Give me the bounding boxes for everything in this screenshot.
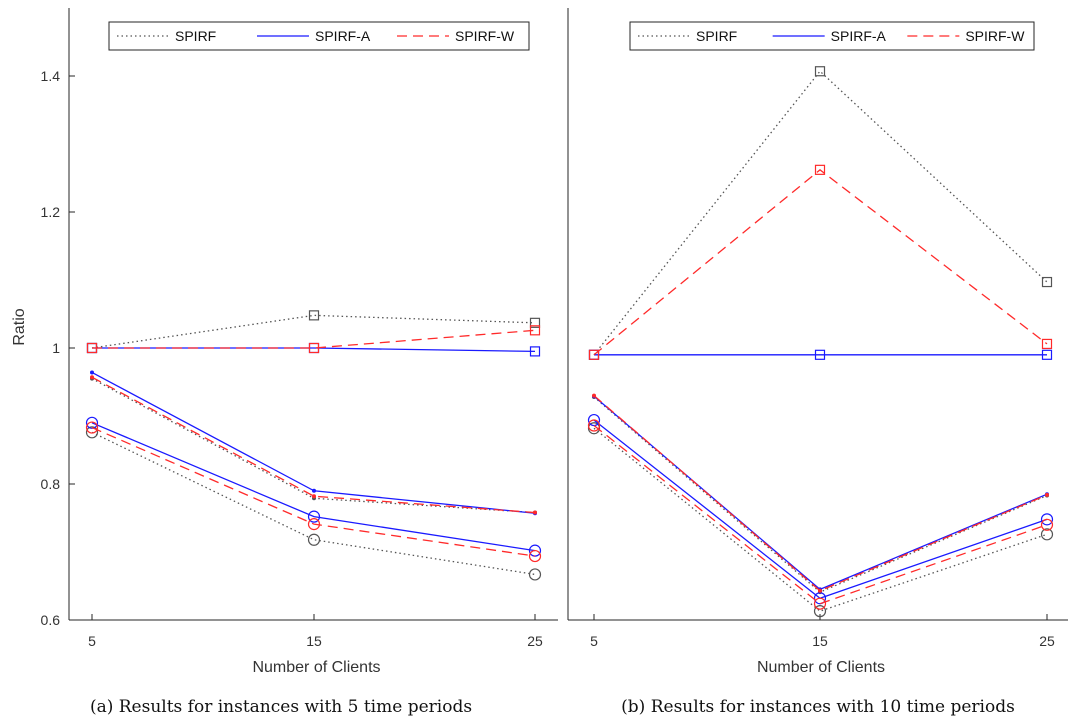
- x-tick-label: 25: [1039, 633, 1055, 649]
- data-point: [592, 393, 596, 398]
- data-point: [307, 518, 321, 531]
- data-point: [85, 421, 99, 434]
- y-tick-label: 1.2: [41, 204, 61, 220]
- x-axis-label: Number of Clients: [252, 659, 380, 676]
- data-point: [1040, 518, 1054, 531]
- legend-box: [629, 21, 1035, 51]
- x-axis-label: Number of Clients: [757, 659, 885, 676]
- data-point: [814, 349, 826, 360]
- data-point: [86, 342, 98, 354]
- data-point: [308, 342, 320, 354]
- legend-label: SPIRF: [696, 28, 737, 44]
- y-axis-label: Ratio: [11, 308, 28, 345]
- data-point: [1040, 528, 1054, 541]
- series-line: [92, 329, 536, 349]
- data-point: [588, 349, 600, 360]
- panel-b: 5 15 25 Number of Clients SPIRF SPIRF-A SPIRF-…: [567, 8, 1068, 717]
- y-tick-label: 1: [52, 340, 60, 356]
- data-point: [312, 488, 316, 493]
- data-point: [813, 597, 827, 610]
- y-tick-label: 0.6: [41, 612, 61, 628]
- data-point: [90, 375, 94, 380]
- legend-label: SPIRF-W: [455, 28, 515, 44]
- data-point: [529, 346, 541, 357]
- data-point: [1041, 349, 1053, 360]
- series-line: [91, 422, 536, 552]
- series-line: [91, 376, 536, 514]
- data-point: [814, 66, 826, 77]
- data-point: [533, 510, 537, 515]
- x-tick-label: 25: [527, 633, 543, 649]
- series-line: [91, 426, 536, 557]
- data-point: [529, 317, 541, 328]
- x-tick-label: 5: [88, 633, 96, 649]
- series-line: [593, 169, 1048, 356]
- data-point: [307, 510, 321, 523]
- series-line: [593, 427, 1048, 612]
- series-line: [91, 431, 536, 576]
- data-point: [587, 422, 601, 435]
- legend-label: SPIRF-A: [315, 28, 371, 44]
- y-tick-label: 1.4: [41, 68, 61, 84]
- data-point: [308, 310, 320, 321]
- x-tick-label: 15: [812, 633, 828, 649]
- data-point: [528, 544, 542, 557]
- data-point: [85, 426, 99, 439]
- data-point: [587, 419, 601, 432]
- data-point: [529, 325, 541, 336]
- series-line: [593, 395, 1048, 592]
- data-point: [813, 605, 827, 618]
- data-point: [312, 494, 316, 499]
- legend-box: [108, 21, 530, 51]
- panel-caption: (a) Results for instances with 5 time pe…: [90, 697, 472, 717]
- data-point: [528, 568, 542, 581]
- x-tick-label: 15: [306, 633, 322, 649]
- series-line: [593, 425, 1048, 605]
- x-tick-label: 5: [590, 633, 598, 649]
- series-line: [593, 70, 1048, 356]
- series-line: [593, 396, 1048, 593]
- y-tick-label: 0.8: [41, 476, 61, 492]
- legend-label: SPIRF-A: [831, 28, 887, 44]
- series-line: [593, 419, 1048, 599]
- data-point: [1045, 492, 1049, 497]
- data-point: [1041, 276, 1053, 288]
- data-point: [90, 370, 94, 375]
- legend-label: SPIRF-W: [965, 28, 1025, 44]
- data-point: [814, 164, 826, 175]
- series-line: [593, 395, 1048, 591]
- data-point: [307, 533, 321, 546]
- data-point: [1041, 338, 1053, 350]
- legend-label: SPIRF: [175, 28, 216, 44]
- data-point: [528, 549, 542, 563]
- data-point: [818, 588, 822, 593]
- panel-caption: (b) Results for instances with 10 time p…: [621, 697, 1015, 717]
- panel-a: 5 15 25 0.6 0.8 1 1.2 1.4 Number of Clients SPIRF…: [41, 8, 558, 717]
- data-point: [85, 416, 99, 429]
